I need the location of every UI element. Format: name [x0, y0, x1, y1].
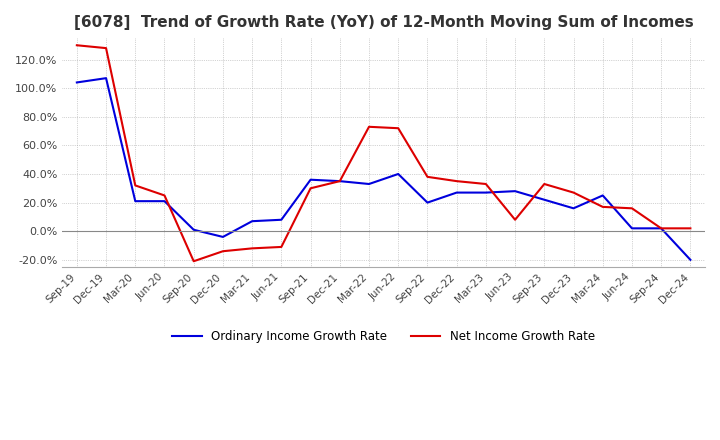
Net Income Growth Rate: [365, 124, 374, 129]
Net Income Growth Rate: [131, 183, 140, 188]
Ordinary Income Growth Rate: [336, 179, 344, 184]
Ordinary Income Growth Rate: [657, 226, 665, 231]
Ordinary Income Growth Rate: [102, 76, 110, 81]
Legend: Ordinary Income Growth Rate, Net Income Growth Rate: Ordinary Income Growth Rate, Net Income …: [168, 326, 600, 348]
Net Income Growth Rate: [73, 43, 81, 48]
Net Income Growth Rate: [248, 246, 256, 251]
Ordinary Income Growth Rate: [598, 193, 607, 198]
Net Income Growth Rate: [160, 193, 168, 198]
Ordinary Income Growth Rate: [423, 200, 432, 205]
Net Income Growth Rate: [452, 179, 461, 184]
Ordinary Income Growth Rate: [73, 80, 81, 85]
Net Income Growth Rate: [598, 204, 607, 209]
Ordinary Income Growth Rate: [482, 190, 490, 195]
Ordinary Income Growth Rate: [131, 198, 140, 204]
Ordinary Income Growth Rate: [452, 190, 461, 195]
Net Income Growth Rate: [657, 226, 665, 231]
Ordinary Income Growth Rate: [219, 234, 228, 239]
Net Income Growth Rate: [219, 249, 228, 254]
Net Income Growth Rate: [482, 181, 490, 187]
Line: Ordinary Income Growth Rate: Ordinary Income Growth Rate: [77, 78, 690, 260]
Ordinary Income Growth Rate: [686, 257, 695, 262]
Line: Net Income Growth Rate: Net Income Growth Rate: [77, 45, 690, 261]
Net Income Growth Rate: [306, 186, 315, 191]
Net Income Growth Rate: [189, 259, 198, 264]
Ordinary Income Growth Rate: [540, 197, 549, 202]
Ordinary Income Growth Rate: [248, 219, 256, 224]
Ordinary Income Growth Rate: [160, 198, 168, 204]
Net Income Growth Rate: [277, 244, 286, 249]
Ordinary Income Growth Rate: [510, 188, 519, 194]
Title: [6078]  Trend of Growth Rate (YoY) of 12-Month Moving Sum of Incomes: [6078] Trend of Growth Rate (YoY) of 12-…: [73, 15, 693, 30]
Net Income Growth Rate: [628, 205, 636, 211]
Net Income Growth Rate: [510, 217, 519, 222]
Net Income Growth Rate: [570, 190, 578, 195]
Net Income Growth Rate: [336, 179, 344, 184]
Net Income Growth Rate: [102, 45, 110, 51]
Ordinary Income Growth Rate: [306, 177, 315, 182]
Ordinary Income Growth Rate: [394, 171, 402, 176]
Ordinary Income Growth Rate: [365, 181, 374, 187]
Net Income Growth Rate: [540, 181, 549, 187]
Net Income Growth Rate: [394, 125, 402, 131]
Ordinary Income Growth Rate: [189, 227, 198, 232]
Net Income Growth Rate: [423, 174, 432, 180]
Ordinary Income Growth Rate: [277, 217, 286, 222]
Net Income Growth Rate: [686, 226, 695, 231]
Ordinary Income Growth Rate: [628, 226, 636, 231]
Ordinary Income Growth Rate: [570, 205, 578, 211]
